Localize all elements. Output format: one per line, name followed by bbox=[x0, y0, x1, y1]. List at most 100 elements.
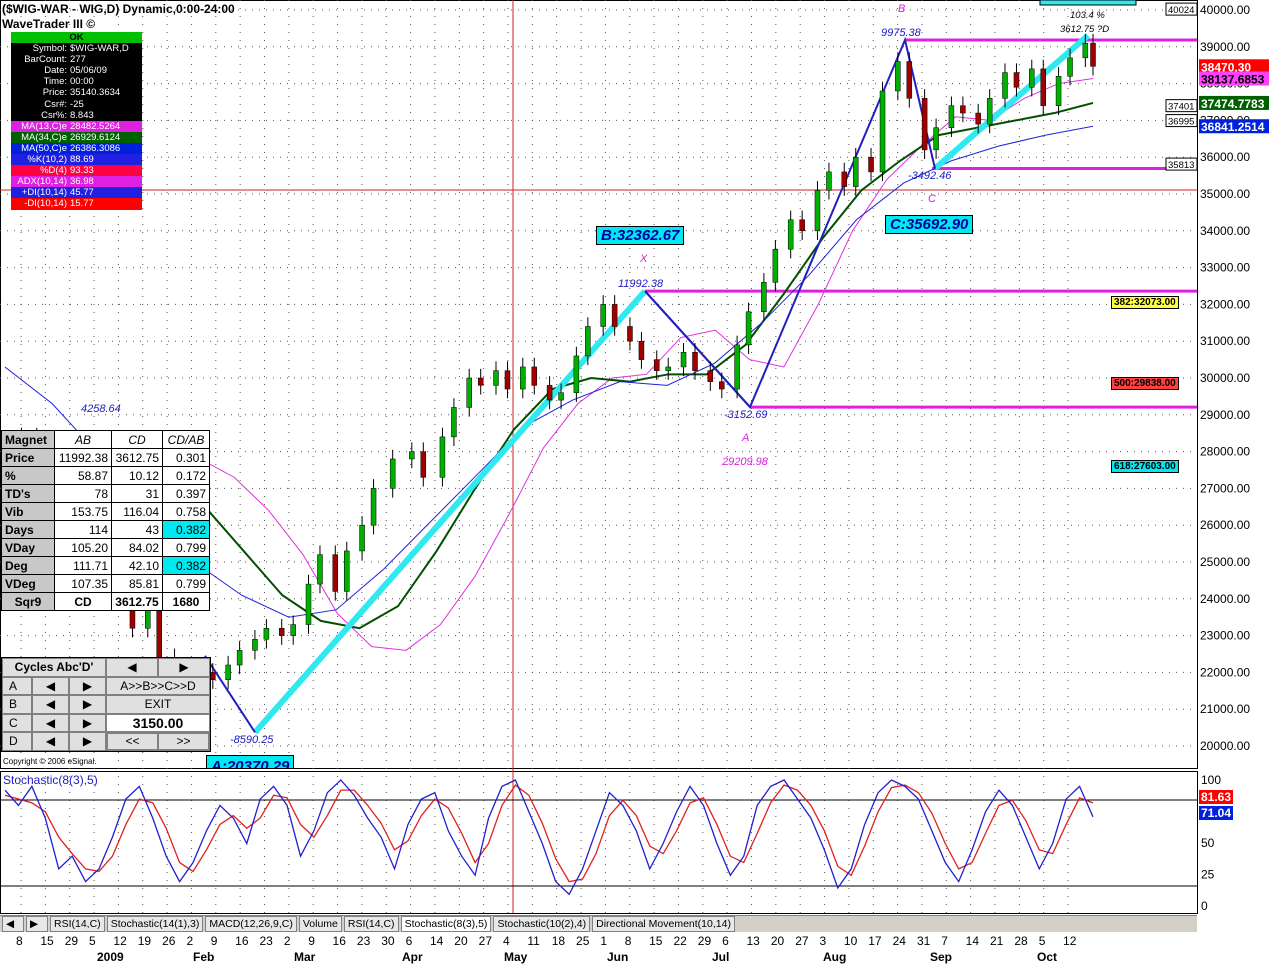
table-cell-label[interactable]: Vib bbox=[1, 502, 55, 521]
y-tick-label: 31000.00 bbox=[1200, 334, 1250, 348]
x-day-label: 26 bbox=[162, 934, 176, 948]
price-tag: 38137.6853 bbox=[1201, 73, 1265, 87]
table-cell-ab: 11992.38 bbox=[54, 448, 112, 467]
level-tag-box bbox=[1165, 99, 1198, 113]
table-cell-label[interactable]: TD's bbox=[1, 484, 55, 503]
info-key: Csr%: bbox=[41, 109, 67, 121]
tab-indicator[interactable]: Directional Movement(10,14) bbox=[592, 916, 735, 932]
cycle-right-button[interactable]: ▶ bbox=[69, 732, 106, 751]
candle-body bbox=[344, 550, 350, 592]
x-day-label: 15 bbox=[649, 934, 663, 948]
stoch-title: Stochastic(8(3),5) bbox=[3, 773, 98, 787]
x-day-label: 16 bbox=[333, 934, 347, 948]
table-cell-ratio: 1680 bbox=[162, 592, 210, 611]
pct-label: 103.4 % bbox=[1070, 10, 1105, 21]
table-cell-label[interactable]: VDay bbox=[1, 538, 55, 557]
x-day-label: 6 bbox=[406, 934, 413, 948]
table-cell-label[interactable]: Sqr9 bbox=[1, 592, 55, 611]
forward-button[interactable]: >> bbox=[158, 733, 209, 750]
candle-body bbox=[986, 98, 993, 125]
y-tick-label: 33000.00 bbox=[1200, 261, 1250, 275]
y-tick-label: 23000.00 bbox=[1200, 629, 1250, 643]
cycle-label-b: B bbox=[2, 695, 32, 714]
price-axis: 20000.00 21000.00 22000.00 23000.00 24000.00… bbox=[1165, 2, 1269, 913]
tab-indicator[interactable]: Stochastic(8(3),5) bbox=[400, 916, 492, 932]
table-cell-ratio: 0.301 bbox=[162, 448, 210, 467]
candle-body bbox=[1082, 42, 1089, 59]
info-row: MA(13,C)e 28482.5264 bbox=[11, 120, 142, 132]
tab-indicator[interactable]: MACD(12,26,9,C) bbox=[205, 916, 297, 932]
table-row: VDay 105.20 84.02 0.799 bbox=[1, 538, 210, 557]
y-tick-label: 27000.00 bbox=[1200, 481, 1250, 495]
back-button[interactable]: << bbox=[107, 733, 158, 750]
chart-title: ($WIG-WAR - WIG,D) Dynamic,0:00-24:00 bbox=[2, 2, 235, 16]
x-day-label: 22 bbox=[673, 934, 687, 948]
x-day-label: 20 bbox=[454, 934, 468, 948]
cycle-right-button[interactable]: ▶ bbox=[69, 695, 106, 714]
tab-scroll-left-icon[interactable]: ◀ bbox=[2, 916, 24, 932]
wave-xa-leg bbox=[644, 290, 751, 408]
table-cell-label[interactable]: % bbox=[1, 466, 55, 485]
cycle-right-button[interactable]: ▶ bbox=[69, 676, 106, 695]
cycle-right-button[interactable]: ▶ bbox=[69, 713, 106, 732]
table-cell-ab: 114 bbox=[54, 520, 112, 539]
y-tick-label: 26000.00 bbox=[1200, 518, 1250, 532]
cycle-value: 3150.00 bbox=[106, 713, 210, 732]
candle-body bbox=[1002, 72, 1008, 99]
candle-body bbox=[252, 639, 258, 651]
candle-body bbox=[761, 282, 767, 313]
sequence-button[interactable]: A>>B>>C>>D bbox=[106, 676, 210, 695]
info-value: -25 bbox=[70, 98, 84, 110]
exit-button[interactable]: EXIT bbox=[106, 695, 210, 714]
candle-body bbox=[665, 366, 671, 371]
wave-stats-table: Magnet AB CD CD/AB Price 11992.38 3612.75 0… bbox=[1, 430, 210, 611]
cycle-left-button[interactable]: ◀ bbox=[32, 676, 69, 695]
cycle-label-c: C bbox=[2, 713, 32, 732]
tab-indicator[interactable]: Stochastic(10(2),4) bbox=[493, 916, 591, 932]
table-cell-label[interactable]: VDeg bbox=[1, 574, 55, 593]
tab-indicator[interactable]: RSI(14,C) bbox=[50, 916, 105, 932]
x-day-label: 30 bbox=[381, 934, 395, 948]
table-row: Sqr9 CD 3612.75 1680 bbox=[1, 592, 210, 611]
y-tick-label: 39000.00 bbox=[1200, 40, 1250, 54]
stoch-frame bbox=[0, 771, 1198, 914]
cycles-right-button[interactable]: ▶ bbox=[158, 658, 210, 677]
tab-indicator[interactable]: Stochastic(14(1),3) bbox=[106, 916, 204, 932]
info-value: 8.843 bbox=[70, 109, 94, 121]
cycle-left-button[interactable]: ◀ bbox=[32, 695, 69, 714]
table-cell-ab: 78 bbox=[54, 484, 112, 503]
table-row: Price 11992.38 3612.75 0.301 bbox=[1, 448, 210, 467]
y-tick-label: 22000.00 bbox=[1200, 665, 1250, 679]
cycles-left-button[interactable]: ◀ bbox=[106, 658, 158, 677]
table-cell-label[interactable]: Days bbox=[1, 520, 55, 539]
info-row: MA(50,C)e 26386.3086 bbox=[11, 142, 142, 155]
candle-body bbox=[638, 340, 645, 360]
info-key: MA(50,C)e bbox=[21, 142, 67, 154]
table-cell-ratio: 0.799 bbox=[162, 574, 210, 593]
info-key: -DI(10,14) bbox=[24, 198, 67, 210]
cycle-left-button[interactable]: ◀ bbox=[32, 732, 69, 751]
tab-indicator[interactable]: Volume bbox=[298, 916, 342, 932]
table-row: Days 114 43 0.382 bbox=[1, 520, 210, 539]
candle-body bbox=[1029, 68, 1035, 88]
wave-leg bbox=[204, 655, 256, 733]
stoch-k-line bbox=[4, 779, 1094, 896]
wave-a-box: A:20370.29 bbox=[206, 755, 295, 769]
table-cell-ab: 153.75 bbox=[54, 502, 112, 521]
tab-scroll-right-icon[interactable]: ▶ bbox=[26, 916, 48, 932]
candle-body bbox=[611, 304, 618, 327]
level-tag: 35813 bbox=[1168, 160, 1194, 171]
tab-indicator[interactable]: RSI(14,C) bbox=[343, 916, 399, 932]
x-month-label: Aug bbox=[823, 950, 846, 964]
candle-body bbox=[745, 311, 752, 346]
table-cell-label[interactable]: Price bbox=[1, 448, 55, 467]
cycle-row: C ◀ ▶ 3150.00 bbox=[2, 713, 210, 732]
cycle-left-button[interactable]: ◀ bbox=[32, 713, 69, 732]
info-row: Csr#: -25 bbox=[11, 99, 142, 110]
candle-body bbox=[409, 451, 415, 460]
cycles-panel: Cycles Abc'D' ◀ ▶ A ◀ ▶ A>>B>>C>>D B ◀ ▶ EXIT C ◀… bbox=[1, 657, 211, 752]
candle-body bbox=[826, 171, 832, 191]
table-header-magnet[interactable]: Magnet bbox=[1, 430, 55, 449]
x-day-label: 17 bbox=[868, 934, 882, 948]
table-cell-label[interactable]: Deg bbox=[1, 556, 55, 575]
